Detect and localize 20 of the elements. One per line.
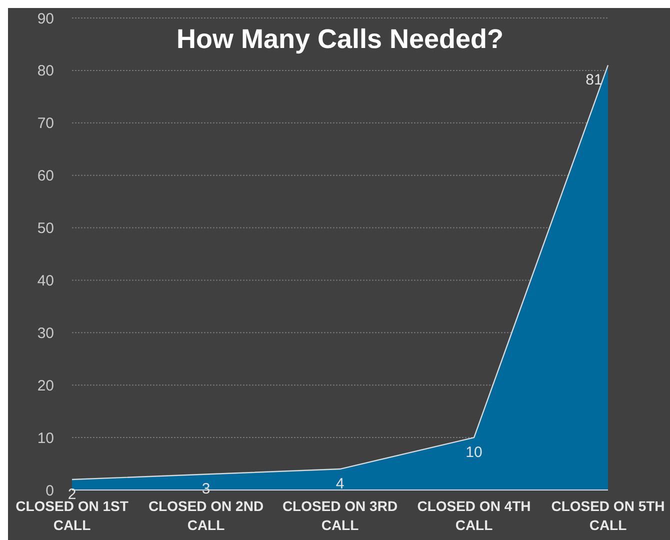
text: 10: [466, 444, 482, 461]
y-tick-label: 30: [37, 324, 54, 342]
chart-title: How Many Calls Needed?: [176, 24, 504, 54]
y-tick-label: 80: [37, 62, 54, 80]
x-tick-label: CLOSED ON 1ST CALL: [16, 498, 129, 533]
y-tick-label: 40: [37, 272, 54, 290]
y-tick-label: 90: [37, 10, 54, 28]
y-tick-label: 0: [46, 482, 54, 500]
y-tick-label: 20: [37, 377, 54, 394]
y-tick-label: 60: [37, 168, 54, 185]
x-tick-label: CLOSED ON 3RD CALL: [282, 498, 398, 533]
x-tick-label: CLOSED ON 2ND CALL: [148, 498, 264, 533]
y-tick-label: 70: [37, 115, 54, 132]
y-tick-label: 50: [37, 220, 54, 238]
y-tick-label: 10: [37, 430, 54, 447]
text: 3: [202, 480, 210, 498]
text: 4: [336, 475, 344, 492]
x-tick-label: CLOSED ON 4TH CALL: [417, 498, 531, 533]
text: 81: [586, 71, 602, 88]
x-tick-label: CLOSED ON 5TH CALL: [551, 498, 665, 533]
